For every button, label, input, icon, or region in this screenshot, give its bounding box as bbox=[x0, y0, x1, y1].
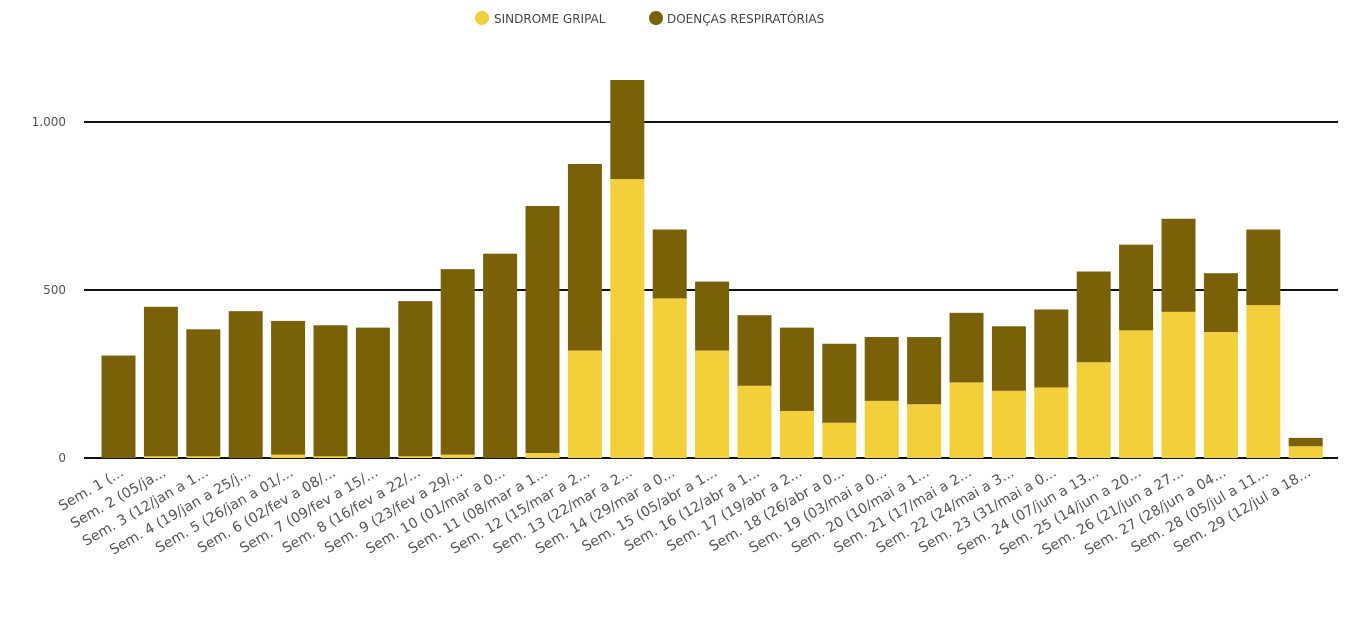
bar-doencas-respiratorias[interactable] bbox=[1203, 273, 1238, 332]
legend-swatch-sindrome-gripal bbox=[475, 11, 489, 25]
legend-swatch-doencas-respiratorias bbox=[649, 11, 663, 25]
bar-doencas-respiratorias[interactable] bbox=[907, 337, 942, 405]
legend-label-sindrome-gripal: SINDROME GRIPAL bbox=[494, 12, 606, 26]
bar-sindrome-gripal[interactable] bbox=[186, 456, 221, 458]
bar-group[interactable] bbox=[864, 337, 899, 458]
bar-doencas-respiratorias[interactable] bbox=[101, 355, 136, 458]
bar-group[interactable] bbox=[271, 320, 306, 458]
bar-sindrome-gripal[interactable] bbox=[1161, 311, 1196, 458]
bar-sindrome-gripal[interactable] bbox=[398, 456, 433, 458]
bar-group[interactable] bbox=[567, 164, 602, 458]
bar-group[interactable] bbox=[1076, 271, 1111, 458]
bar-group[interactable] bbox=[1246, 229, 1281, 458]
bar-doencas-respiratorias[interactable] bbox=[355, 327, 390, 458]
bar-group[interactable] bbox=[779, 327, 814, 458]
bar-doencas-respiratorias[interactable] bbox=[271, 320, 306, 455]
bar-group[interactable] bbox=[1119, 244, 1154, 458]
bar-group[interactable] bbox=[355, 327, 390, 458]
bar-group[interactable] bbox=[610, 80, 645, 458]
bar-sindrome-gripal[interactable] bbox=[779, 410, 814, 458]
bar-sindrome-gripal[interactable] bbox=[695, 350, 730, 458]
bar-group[interactable] bbox=[1288, 437, 1323, 458]
bar-doencas-respiratorias[interactable] bbox=[440, 269, 475, 455]
bar-doencas-respiratorias[interactable] bbox=[610, 80, 645, 180]
bar-group[interactable] bbox=[1203, 273, 1238, 458]
bar-sindrome-gripal[interactable] bbox=[949, 382, 984, 458]
bar-group[interactable] bbox=[483, 253, 518, 458]
bar-group[interactable] bbox=[907, 337, 942, 458]
bar-sindrome-gripal[interactable] bbox=[1034, 387, 1069, 458]
bar-sindrome-gripal[interactable] bbox=[271, 454, 306, 458]
bar-group[interactable] bbox=[737, 315, 772, 458]
legend: SINDROME GRIPAL DOENÇAS RESPIRATÓRIAS bbox=[475, 11, 824, 26]
bar-doencas-respiratorias[interactable] bbox=[398, 301, 433, 457]
bar-sindrome-gripal[interactable] bbox=[907, 404, 942, 458]
bar-sindrome-gripal[interactable] bbox=[1119, 330, 1154, 458]
x-axis: Sem. 1 (...Sem. 2 (05/ja...Sem. 3 (12/ja… bbox=[56, 465, 1314, 559]
bar-doencas-respiratorias[interactable] bbox=[228, 311, 263, 458]
bar-sindrome-gripal[interactable] bbox=[1246, 305, 1281, 458]
legend-item-sindrome-gripal[interactable]: SINDROME GRIPAL bbox=[475, 11, 606, 26]
y-axis: 0 500 1.000 bbox=[32, 115, 66, 465]
bar-group[interactable] bbox=[143, 306, 178, 458]
bar-group[interactable] bbox=[1034, 309, 1069, 458]
bars bbox=[101, 80, 1323, 458]
bar-sindrome-gripal[interactable] bbox=[822, 422, 857, 458]
bar-doencas-respiratorias[interactable] bbox=[1161, 218, 1196, 312]
bar-doencas-respiratorias[interactable] bbox=[483, 253, 518, 458]
bar-doencas-respiratorias[interactable] bbox=[186, 329, 221, 457]
y-tick-label: 0 bbox=[58, 451, 66, 465]
bar-group[interactable] bbox=[991, 326, 1026, 458]
bar-group[interactable] bbox=[695, 281, 730, 458]
bar-group[interactable] bbox=[228, 311, 263, 458]
bar-sindrome-gripal[interactable] bbox=[610, 179, 645, 458]
bar-sindrome-gripal[interactable] bbox=[525, 452, 560, 458]
bar-group[interactable] bbox=[525, 206, 560, 458]
bar-doencas-respiratorias[interactable] bbox=[143, 306, 178, 457]
bar-group[interactable] bbox=[313, 325, 348, 458]
bar-doencas-respiratorias[interactable] bbox=[313, 325, 348, 457]
bar-group[interactable] bbox=[949, 312, 984, 458]
bar-sindrome-gripal[interactable] bbox=[1288, 446, 1323, 458]
bar-sindrome-gripal[interactable] bbox=[737, 385, 772, 458]
bar-sindrome-gripal[interactable] bbox=[652, 298, 687, 458]
bar-sindrome-gripal[interactable] bbox=[864, 400, 899, 458]
bar-doencas-respiratorias[interactable] bbox=[949, 312, 984, 383]
legend-label-doencas-respiratorias: DOENÇAS RESPIRATÓRIAS bbox=[667, 11, 824, 26]
bar-doencas-respiratorias[interactable] bbox=[652, 229, 687, 299]
bar-sindrome-gripal[interactable] bbox=[567, 350, 602, 458]
bar-sindrome-gripal[interactable] bbox=[1076, 362, 1111, 458]
bar-doencas-respiratorias[interactable] bbox=[695, 281, 730, 351]
bar-doencas-respiratorias[interactable] bbox=[779, 327, 814, 411]
bar-group[interactable] bbox=[652, 229, 687, 458]
bar-sindrome-gripal[interactable] bbox=[440, 454, 475, 458]
bar-sindrome-gripal[interactable] bbox=[143, 456, 178, 458]
bar-group[interactable] bbox=[186, 329, 221, 458]
bar-doencas-respiratorias[interactable] bbox=[1119, 244, 1154, 331]
legend-item-doencas-respiratorias[interactable]: DOENÇAS RESPIRATÓRIAS bbox=[649, 11, 824, 26]
bar-sindrome-gripal[interactable] bbox=[1203, 332, 1238, 458]
bar-doencas-respiratorias[interactable] bbox=[737, 315, 772, 386]
bar-doencas-respiratorias[interactable] bbox=[1034, 309, 1069, 388]
bar-doencas-respiratorias[interactable] bbox=[864, 337, 899, 401]
bar-group[interactable] bbox=[1161, 218, 1196, 458]
bar-doencas-respiratorias[interactable] bbox=[1246, 229, 1281, 306]
bar-group[interactable] bbox=[101, 355, 136, 458]
bar-doencas-respiratorias[interactable] bbox=[567, 164, 602, 351]
bar-group[interactable] bbox=[440, 269, 475, 458]
bar-doencas-respiratorias[interactable] bbox=[1076, 271, 1111, 363]
bar-sindrome-gripal[interactable] bbox=[991, 390, 1026, 458]
bar-sindrome-gripal[interactable] bbox=[313, 456, 348, 458]
bar-group[interactable] bbox=[822, 343, 857, 458]
bar-doencas-respiratorias[interactable] bbox=[1288, 437, 1323, 447]
y-tick-label: 1.000 bbox=[32, 115, 66, 129]
bar-doencas-respiratorias[interactable] bbox=[525, 206, 560, 453]
bar-doencas-respiratorias[interactable] bbox=[822, 343, 857, 423]
bar-group[interactable] bbox=[398, 301, 433, 458]
bar-doencas-respiratorias[interactable] bbox=[991, 326, 1026, 391]
y-tick-label: 500 bbox=[43, 283, 66, 297]
